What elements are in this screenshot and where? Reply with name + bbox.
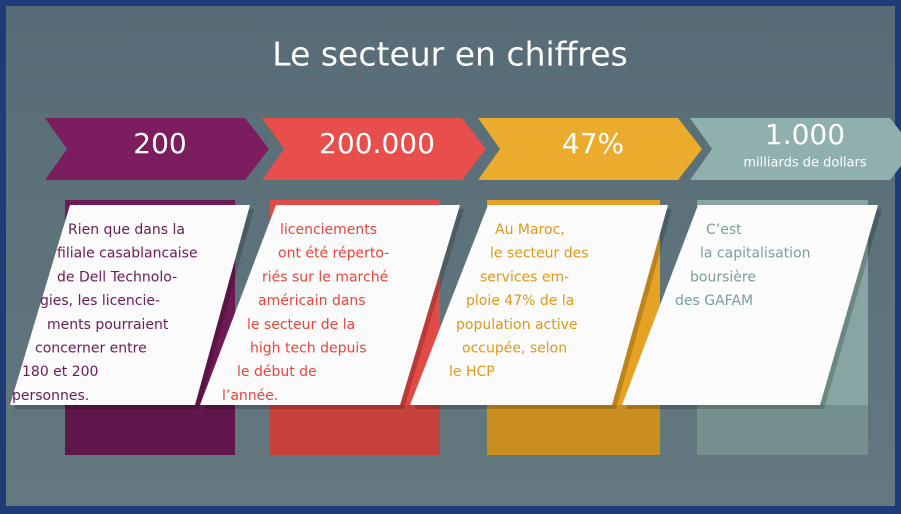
card-text: C’est xyxy=(706,222,742,238)
card-text: le secteur de la xyxy=(247,317,355,333)
bar-shade xyxy=(697,405,868,455)
card-text: des GAFAM xyxy=(675,293,753,309)
card xyxy=(622,205,878,405)
subheadline: milliards de dollars xyxy=(743,156,866,171)
card-text: de Dell Technolo- xyxy=(57,269,177,285)
card-text: personnes. xyxy=(12,388,89,404)
card-text: le secteur des xyxy=(490,246,589,262)
card-text: population active xyxy=(456,317,578,333)
card-text: le début de xyxy=(237,364,317,380)
card-text: américain dans xyxy=(258,293,366,309)
headline: 1.000 xyxy=(765,118,845,151)
card-text: riés sur le marché xyxy=(262,269,388,285)
card-text: occupée, selon xyxy=(462,341,567,357)
card-text: filiale casablancaise xyxy=(57,246,198,262)
card-text: 180 et 200 xyxy=(22,364,98,380)
card xyxy=(10,205,250,405)
title: Le secteur en chiffres xyxy=(272,35,627,74)
bar-shade xyxy=(270,405,440,455)
card-text: ont été réperto- xyxy=(278,246,389,262)
card-text: boursière xyxy=(690,269,756,285)
card-text: licenciements xyxy=(280,222,377,238)
card-text: ments pourraient xyxy=(47,317,169,333)
card xyxy=(200,205,460,405)
headline: 200.000 xyxy=(319,127,435,160)
arrow xyxy=(262,118,486,180)
card-text: la capitalisation xyxy=(700,246,811,262)
card-text: Rien que dans la xyxy=(68,222,185,238)
card-text: high tech depuis xyxy=(250,341,367,357)
arrow xyxy=(690,118,901,180)
card-text: le HCP xyxy=(449,364,495,380)
arrow xyxy=(45,118,269,180)
card-text: Au Maroc, xyxy=(495,222,565,238)
headline: 200 xyxy=(133,127,186,160)
arrow xyxy=(478,118,702,180)
card xyxy=(410,205,668,405)
card-text: l’année. xyxy=(222,388,278,404)
card-text: gies, les licencie- xyxy=(40,293,160,309)
card-text: services em- xyxy=(480,269,569,285)
card-text: concerner entre xyxy=(35,341,147,357)
headline: 47% xyxy=(562,127,624,160)
bar-shade xyxy=(487,405,660,455)
card-text: ploie 47% de la xyxy=(466,293,574,309)
bar-shade xyxy=(65,405,235,455)
